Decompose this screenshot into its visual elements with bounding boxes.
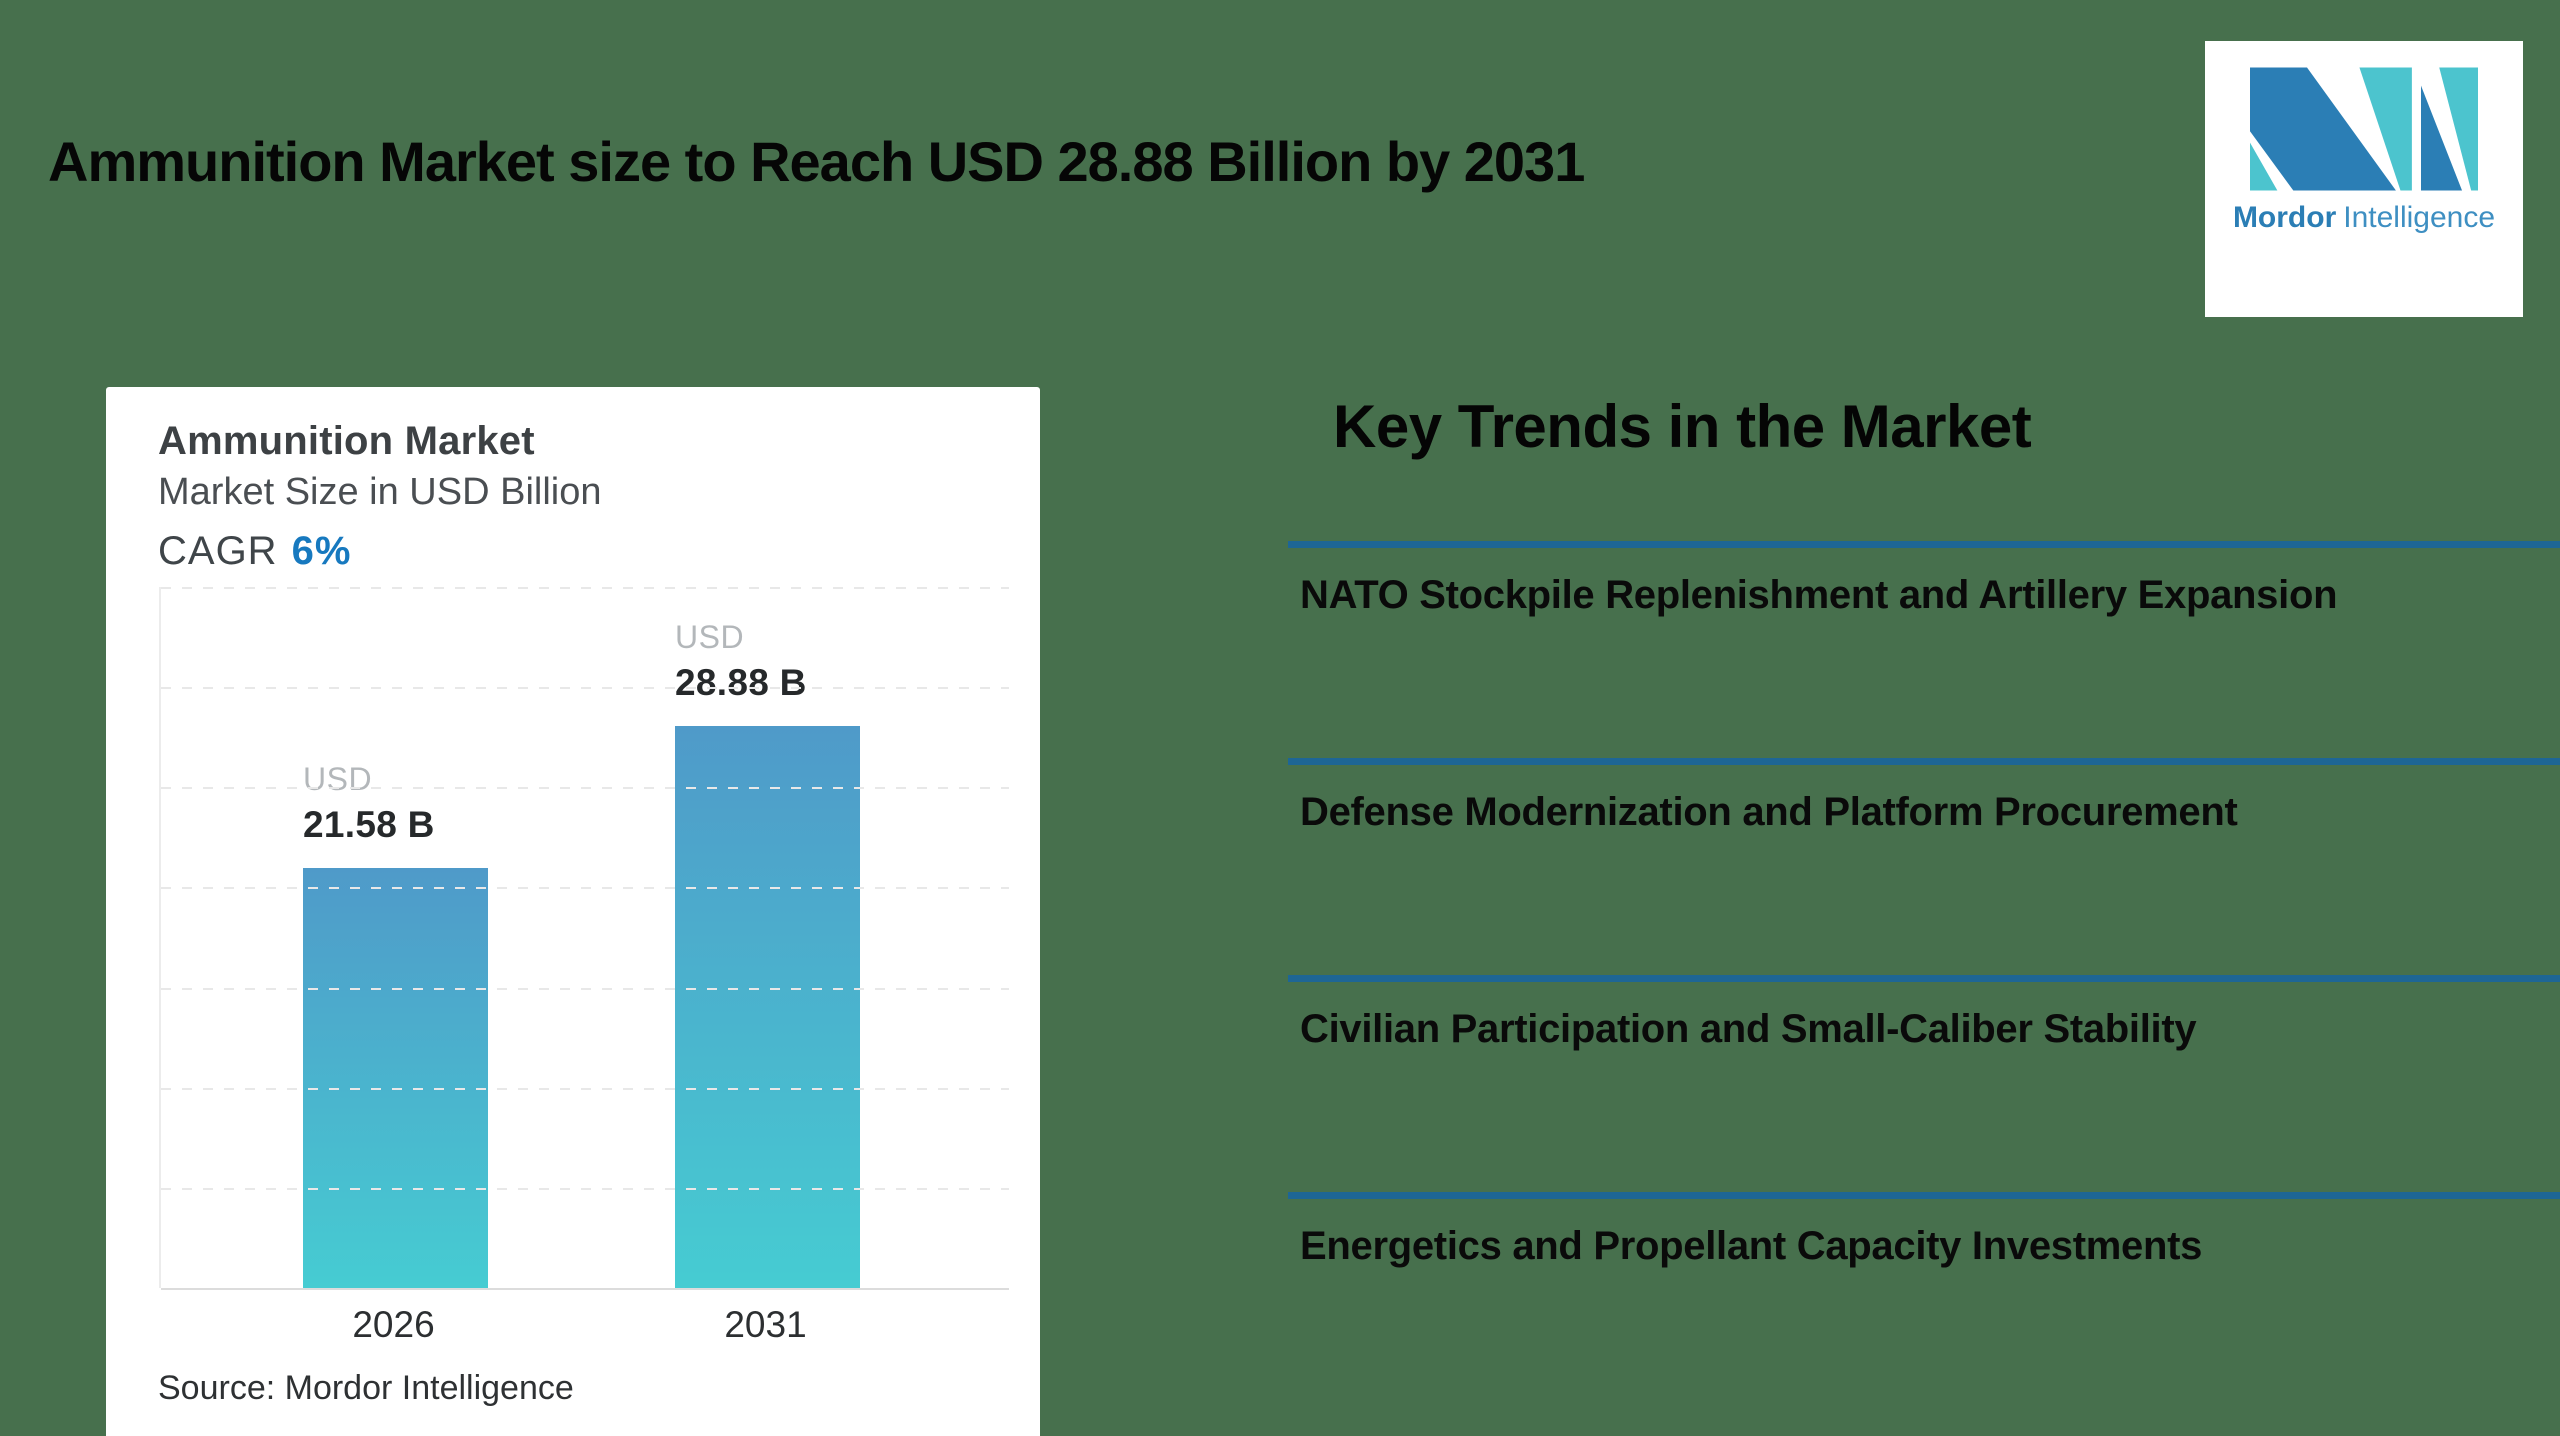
cagr-value: 6% [291,529,352,573]
x-tick-2031: 2031 [724,1304,807,1345]
gridline [161,687,1009,689]
gridline [161,787,1009,789]
chart-subtitle: Market Size in USD Billion [158,471,602,513]
trend-item: NATO Stockpile Replenishment and Artille… [1288,541,2560,618]
trend-divider-line [1288,541,2560,548]
trend-item-label: Defense Modernization and Platform Procu… [1300,790,2238,834]
bar-label-value: 21.58 B [303,804,435,845]
gridline [161,988,1009,990]
trend-item-label: NATO Stockpile Replenishment and Artille… [1300,573,2338,617]
trend-item-label: Civilian Participation and Small-Caliber… [1300,1007,2197,1051]
logo-brand-bold: Mordor [2232,201,2337,234]
key-trends-heading: Key Trends in the Market [1333,393,2032,460]
bar-label-group-2031: USD 28.88 B [675,619,975,704]
gridline [161,1088,1009,1090]
mordor-m-icon [2250,67,2478,191]
page-title: Ammunition Market size to Reach USD 28.8… [48,130,1585,193]
market-chart-card: Ammunition Market Market Size in USD Bil… [106,387,1040,1436]
key-trends-list: NATO Stockpile Replenishment and Artille… [1288,541,2560,1436]
gridline [161,887,1009,889]
x-tick-2026: 2026 [352,1304,435,1345]
plot-area: USD 21.58 B USD 28.88 B [159,587,1009,1290]
gridline [161,587,1009,589]
mordor-intelligence-logo: Mordor Intelligence [2205,41,2523,317]
logo-wordmark: Mordor Intelligence [2233,201,2495,235]
gridline [161,1188,1009,1190]
x-axis-line [161,1288,1009,1290]
bar-2026 [303,868,488,1288]
bar-label-currency: USD [675,619,745,655]
trend-divider-line [1288,1192,2560,1199]
bar-label-value: 28.88 B [675,662,807,703]
cagr-label: CAGR [158,529,278,573]
chart-title: Ammunition Market [158,419,535,463]
trend-divider-line [1288,758,2560,765]
trend-item: Energetics and Propellant Capacity Inves… [1288,1192,2560,1269]
trend-item: Civilian Participation and Small-Caliber… [1288,975,2560,1052]
trend-item-label: Energetics and Propellant Capacity Inves… [1300,1224,2203,1268]
bar-label-currency: USD [303,761,373,797]
bar-2031 [675,726,860,1288]
logo-brand-regular: Intelligence [2343,201,2496,234]
trend-divider-line [1288,975,2560,982]
trend-item: Defense Modernization and Platform Procu… [1288,758,2560,835]
source-note: Source: Mordor Intelligence [158,1369,574,1407]
bar-label-group-2026: USD 21.58 B [303,761,603,846]
cagr-row: CAGR 6% [158,529,351,574]
